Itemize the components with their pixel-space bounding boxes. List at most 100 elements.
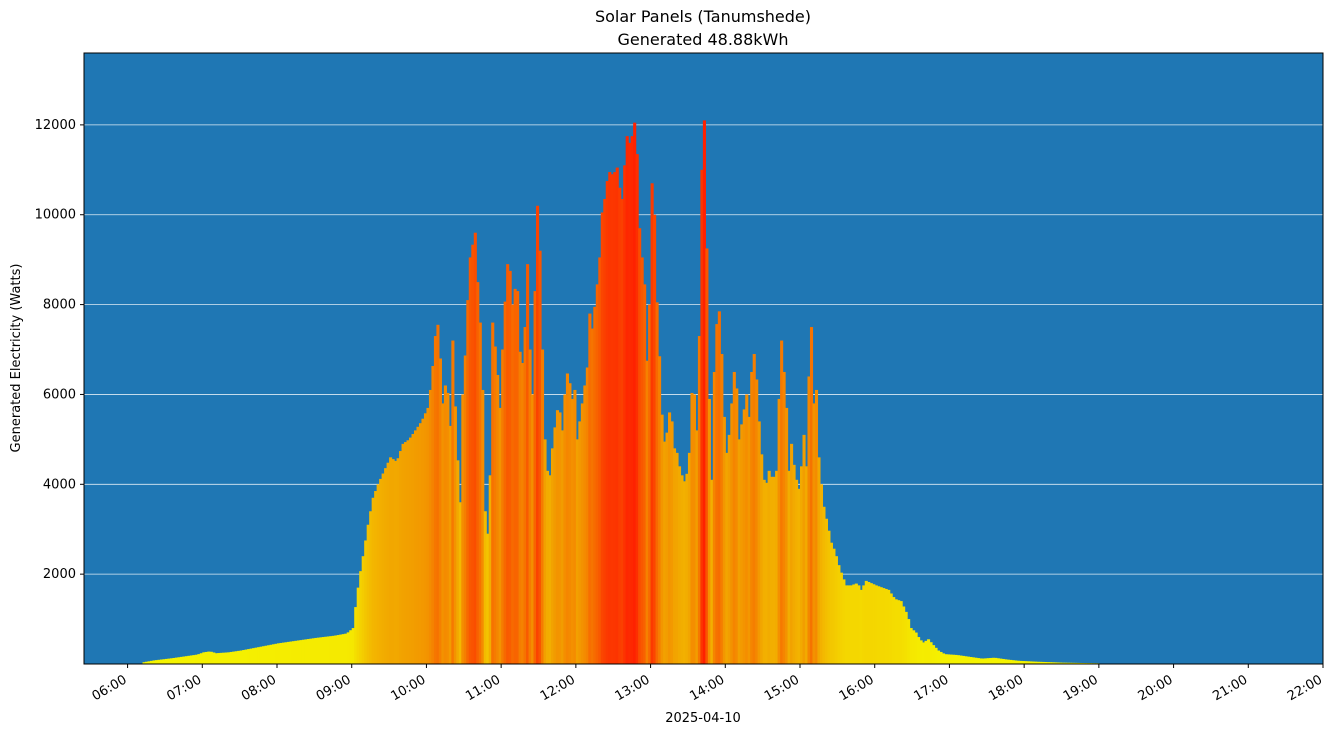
generation-bar	[715, 324, 719, 664]
generation-bar	[804, 466, 809, 664]
generation-bar	[984, 658, 988, 664]
generation-bar	[364, 540, 368, 664]
generation-bar	[247, 649, 251, 664]
x-tick-label: 22:00	[1285, 672, 1325, 704]
generation-bar	[578, 421, 582, 664]
generation-bar	[336, 635, 340, 664]
generation-bar	[376, 484, 380, 664]
generation-bar	[770, 476, 774, 664]
generation-bar	[1011, 660, 1015, 664]
generation-bar	[433, 336, 437, 664]
generation-bar	[989, 657, 993, 664]
generation-bar	[907, 619, 911, 664]
generation-bar	[633, 122, 637, 664]
generation-bar	[154, 660, 159, 664]
generation-bar	[927, 639, 931, 664]
generation-bar	[531, 394, 535, 664]
generation-bar	[341, 634, 345, 664]
generation-bar	[456, 460, 460, 664]
generation-bar	[658, 356, 662, 664]
generation-bar	[1006, 659, 1010, 664]
x-tick-label: 11:00	[463, 672, 503, 704]
generation-bar	[919, 640, 923, 664]
generation-bar	[229, 651, 233, 664]
generation-bar	[730, 403, 734, 664]
generation-bar	[453, 406, 457, 664]
generation-bar	[491, 322, 495, 664]
generation-bar	[413, 430, 418, 664]
generation-bar	[785, 407, 789, 664]
generation-bar	[409, 437, 413, 664]
generation-bar	[269, 644, 273, 664]
generation-bar	[463, 355, 467, 664]
generation-bar	[1056, 662, 1060, 664]
generation-bar	[189, 655, 193, 664]
x-tick-label: 07:00	[164, 672, 204, 704]
generation-bar	[431, 365, 435, 664]
generation-bar	[872, 584, 876, 664]
generation-bar	[511, 304, 515, 664]
generation-bar	[169, 658, 174, 664]
x-tick-label: 12:00	[538, 672, 578, 704]
generation-bar	[555, 410, 560, 664]
generation-bar	[961, 655, 965, 664]
generation-bar	[461, 394, 465, 664]
y-tick-label: 2000	[43, 567, 76, 582]
generation-bar	[638, 228, 642, 664]
generation-bar	[912, 630, 916, 664]
generation-bar	[809, 327, 814, 664]
generation-bar	[311, 638, 315, 664]
generation-bar	[580, 403, 584, 664]
generation-bar	[242, 650, 246, 664]
generation-bar	[289, 641, 293, 664]
generation-bar	[486, 533, 490, 664]
generation-bar	[150, 660, 154, 664]
generation-bar	[837, 565, 841, 664]
generation-bar	[184, 656, 188, 664]
generation-bar	[842, 579, 846, 664]
generation-bar	[187, 655, 191, 664]
generation-bar	[598, 257, 602, 664]
generation-bar	[162, 659, 166, 664]
generation-bar	[939, 651, 943, 664]
generation-bar	[1029, 661, 1033, 664]
generation-bar	[316, 637, 320, 664]
generation-bar	[839, 572, 843, 664]
generation-bar	[473, 232, 477, 664]
generation-bar	[252, 648, 256, 664]
generation-bar	[406, 440, 410, 664]
generation-bar	[389, 457, 393, 664]
generation-bar	[697, 336, 701, 664]
generation-bar	[182, 656, 186, 664]
generation-bar	[147, 661, 151, 664]
generation-bar	[824, 518, 828, 664]
generation-bar	[615, 167, 619, 664]
generation-bar	[281, 642, 286, 664]
generation-bar	[354, 607, 358, 664]
generation-bar	[874, 585, 878, 664]
generation-bar	[476, 282, 480, 664]
generation-bar	[588, 313, 592, 664]
generation-bar	[219, 652, 223, 664]
generation-bar	[966, 656, 970, 664]
generation-bar	[894, 599, 898, 664]
generation-bar	[521, 362, 525, 664]
generation-bar	[481, 389, 485, 664]
generation-bar	[986, 658, 990, 664]
generation-bar	[1078, 662, 1083, 664]
generation-bar	[767, 470, 771, 664]
generation-bar	[747, 416, 751, 664]
generation-bar	[707, 398, 711, 664]
x-tick-label: 09:00	[314, 672, 354, 704]
generation-bar	[209, 651, 213, 664]
generation-bar	[618, 187, 622, 664]
generation-bar	[428, 389, 433, 664]
generation-bar	[1039, 661, 1043, 664]
generation-bar	[301, 639, 305, 664]
generation-bar	[971, 657, 975, 664]
generation-bar	[299, 640, 303, 664]
generation-bar	[877, 586, 881, 664]
generation-bar	[792, 464, 796, 664]
generation-bars	[142, 120, 1100, 665]
